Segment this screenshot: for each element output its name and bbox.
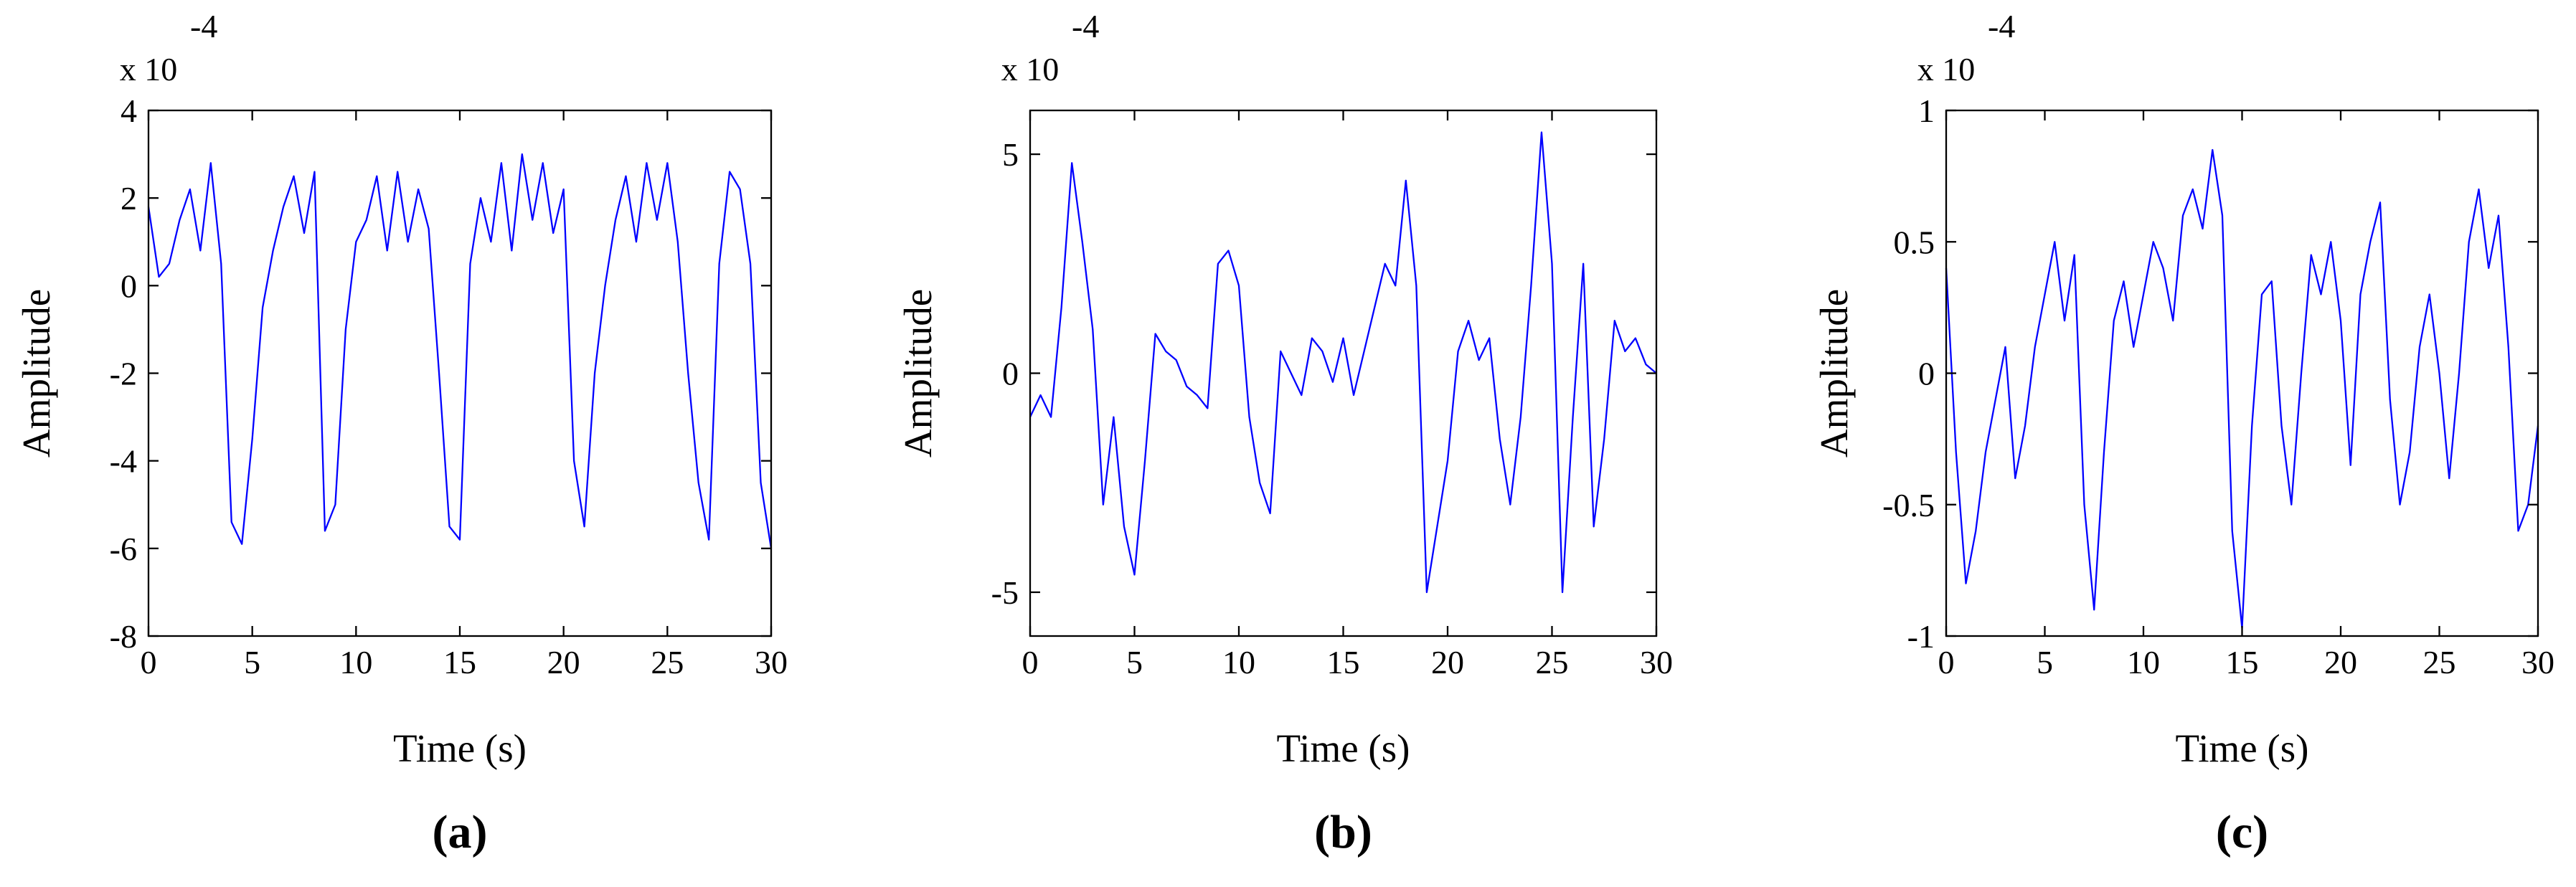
- y-tick-label: 1: [1918, 93, 1935, 129]
- x-tick-label: 15: [443, 644, 476, 680]
- y-axis-label: Amplitude: [896, 289, 940, 457]
- multiplier-exponent: -4: [1988, 8, 2015, 44]
- signal-line: [1029, 131, 1657, 594]
- x-tick-label: 10: [1222, 644, 1255, 680]
- y-tick-label: 0: [121, 267, 137, 304]
- panel-caption: (b): [1314, 806, 1372, 858]
- x-tick-label: 30: [2521, 644, 2554, 680]
- x-axis-label: Time (s): [393, 726, 527, 770]
- panel-caption: (a): [433, 806, 488, 858]
- x-tick-label: 5: [2037, 644, 2053, 680]
- x-tick-label: 25: [651, 644, 684, 680]
- y-axis-label: Amplitude: [1812, 289, 1856, 457]
- x-tick-label: 25: [2423, 644, 2456, 680]
- x-tick-label: 0: [1022, 644, 1039, 680]
- x-tick-label: 10: [2127, 644, 2160, 680]
- x-tick-label: 0: [141, 644, 157, 680]
- y-tick-label: -2: [110, 356, 137, 392]
- x-tick-label: 15: [1327, 644, 1360, 680]
- multiplier-base: x 10: [1917, 51, 1976, 87]
- y-tick-label: 0: [1918, 356, 1935, 392]
- y-tick-label: 0.5: [1894, 224, 1935, 260]
- multiplier-exponent: -4: [190, 8, 217, 44]
- y-tick-label: -0.5: [1882, 487, 1935, 523]
- y-tick-label: 2: [121, 180, 137, 217]
- plot-frame: [1029, 109, 1658, 637]
- panel: 0 5 10 15 20 25 30 -1 -0.5 0 0.5 1 x 10 -4 Amplitude Ti…: [1812, 8, 2554, 858]
- plot-frame: [147, 109, 773, 637]
- y-tick-label: -1: [1907, 618, 1935, 655]
- y-tick-label: -4: [110, 443, 137, 480]
- y-axis-label: Amplitude: [14, 289, 58, 457]
- signal-line: [1945, 148, 2539, 630]
- y-tick-label: -8: [110, 618, 137, 655]
- x-axis-label: Time (s): [1277, 726, 1410, 770]
- x-tick-label: 20: [547, 644, 580, 680]
- x-tick-label: 5: [1126, 644, 1143, 680]
- x-tick-label: 25: [1536, 644, 1569, 680]
- x-tick-label: 15: [2226, 644, 2259, 680]
- multiplier-exponent: -4: [1072, 8, 1099, 44]
- multiplier-base: x 10: [1001, 51, 1060, 87]
- x-axis-label: Time (s): [2176, 726, 2309, 770]
- plot-frame: [1945, 109, 2539, 637]
- panel: 0 5 10 15 20 25 30 -8 -6 -4 -2 0 2 4 x 10 -4 Amplitude Ti…: [14, 8, 788, 858]
- x-tick-label: 5: [244, 644, 260, 680]
- y-tick-label: -5: [991, 574, 1019, 611]
- x-tick-label: 20: [2324, 644, 2357, 680]
- y-tick-label: -6: [110, 531, 137, 567]
- x-tick-label: 20: [1431, 644, 1464, 680]
- multiplier-base: x 10: [120, 51, 178, 87]
- y-tick-label: 0: [1002, 356, 1019, 392]
- x-tick-label: 10: [339, 644, 372, 680]
- x-tick-label: 30: [755, 644, 788, 680]
- y-tick-label: 5: [1002, 136, 1019, 173]
- x-tick-label: 30: [1640, 644, 1673, 680]
- panel-caption: (c): [2216, 806, 2268, 858]
- signal-line: [147, 153, 773, 549]
- x-tick-label: 0: [1938, 644, 1955, 680]
- y-tick-label: 4: [121, 93, 137, 129]
